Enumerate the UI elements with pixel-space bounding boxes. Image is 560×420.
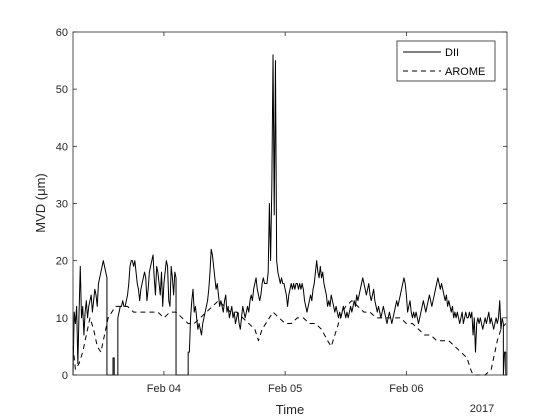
y-tick-label: 60 bbox=[56, 27, 68, 39]
y-tick-label: 30 bbox=[56, 199, 68, 211]
legend: DII AROME bbox=[396, 40, 496, 82]
series-line-dii bbox=[72, 54, 507, 376]
y-axis-title: MVD (μm) bbox=[33, 173, 48, 232]
legend-label-dii: DII bbox=[445, 47, 459, 59]
year-label: 2017 bbox=[470, 403, 494, 415]
y-tick-label: 10 bbox=[56, 313, 68, 325]
y-tick-label: 0 bbox=[62, 370, 68, 382]
series-layer bbox=[72, 54, 507, 376]
x-axis-title: Time bbox=[276, 402, 304, 417]
y-tick-label: 20 bbox=[56, 256, 68, 268]
y-axis: 0 10 20 30 40 50 60 bbox=[56, 27, 507, 382]
x-axis: Feb 04 Feb 05 Feb 06 bbox=[147, 32, 424, 395]
x-tick-label: Feb 06 bbox=[389, 383, 423, 395]
y-tick-label: 40 bbox=[56, 141, 68, 153]
legend-box bbox=[396, 40, 496, 82]
series-line-arome bbox=[72, 300, 507, 376]
y-tick-label: 50 bbox=[56, 84, 68, 96]
plot-area bbox=[73, 32, 507, 375]
x-tick-label: Feb 04 bbox=[147, 383, 181, 395]
legend-label-arome: AROME bbox=[445, 66, 485, 78]
x-tick-label: Feb 05 bbox=[268, 383, 302, 395]
